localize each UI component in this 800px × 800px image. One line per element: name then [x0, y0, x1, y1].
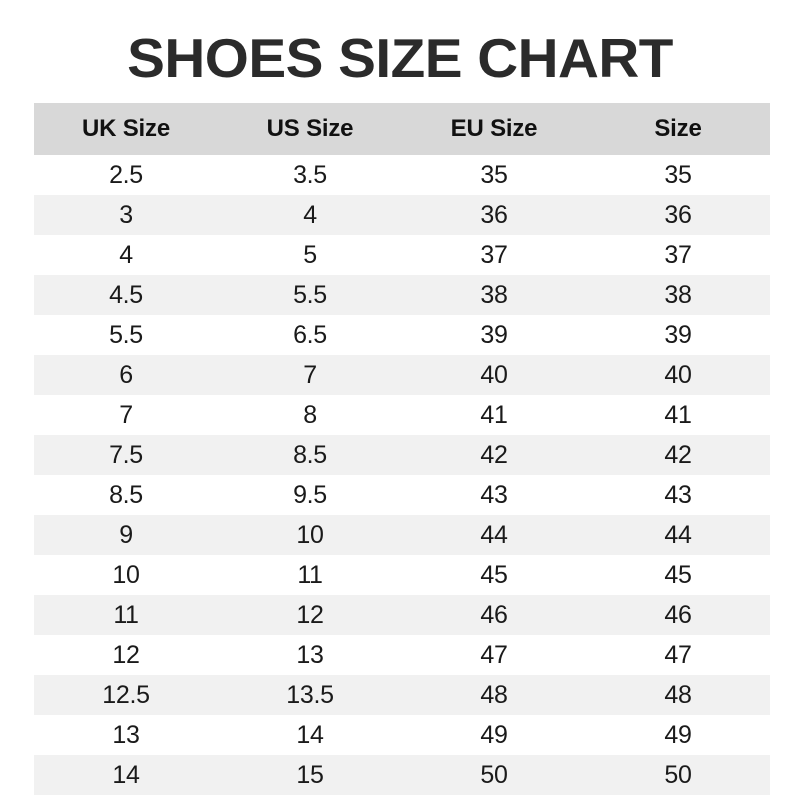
table-cell: 46 — [480, 600, 508, 629]
page-title: SHOES SIZE CHART — [127, 27, 673, 89]
table-row: 12.5 13.5 48 48 — [34, 675, 770, 715]
table-cell: 11 — [297, 560, 323, 589]
table-cell: 48 — [664, 680, 692, 709]
table-row: 12 13 47 47 — [34, 635, 770, 675]
table-cell: 43 — [664, 480, 692, 509]
table-cell: 44 — [480, 520, 508, 549]
table-cell: 10 — [296, 520, 324, 549]
table-cell: 9.5 — [293, 480, 327, 509]
table-cell: 15 — [296, 760, 324, 789]
table-cell: 7.5 — [109, 440, 143, 469]
table-cell: 47 — [480, 640, 508, 669]
table-cell: 35 — [480, 160, 508, 189]
table-cell: 3 — [119, 200, 133, 229]
table-cell: 13 — [296, 640, 324, 669]
table-cell: 50 — [480, 760, 508, 789]
table-cell: 42 — [480, 440, 508, 469]
table-cell: 39 — [480, 320, 508, 349]
table-body: 2.5 3.5 35 35 3 4 36 36 4 5 37 37 4.5 5.5 38 38 5.5 6.5 39… — [34, 155, 770, 795]
table-cell: 13.5 — [286, 680, 334, 709]
column-header-us-size: US Size — [266, 115, 354, 142]
table-row: 4 5 37 37 — [34, 235, 770, 275]
table-cell: 3.5 — [293, 160, 327, 189]
table-row: 8.5 9.5 43 43 — [34, 475, 770, 515]
table-cell: 41 — [480, 400, 508, 429]
table-cell: 4 — [303, 200, 317, 229]
table-cell: 48 — [480, 680, 508, 709]
table-cell: 41 — [664, 400, 692, 429]
table-cell: 46 — [664, 600, 692, 629]
table-row: 14 15 50 50 — [34, 755, 770, 795]
table-cell: 11 — [113, 600, 139, 629]
table-cell: 44 — [664, 520, 692, 549]
table-cell: 14 — [296, 720, 324, 749]
table-row: 7.5 8.5 42 42 — [34, 435, 770, 475]
column-header-uk-size: UK Size — [82, 115, 170, 142]
table-cell: 12 — [296, 600, 324, 629]
table-row: 3 4 36 36 — [34, 195, 770, 235]
table-cell: 7 — [303, 360, 317, 389]
table-cell: 39 — [664, 320, 692, 349]
table-cell: 4.5 — [109, 280, 143, 309]
table-cell: 38 — [480, 280, 508, 309]
size-chart-container: UK Size US Size EU Size Size 2.5 3.5 35 35 3… — [34, 103, 770, 795]
table-cell: 5.5 — [293, 280, 327, 309]
table-cell: 37 — [480, 240, 508, 269]
table-cell: 36 — [664, 200, 692, 229]
table-cell: 9 — [119, 520, 133, 549]
table-row: 10 11 45 45 — [34, 555, 770, 595]
table-cell: 12.5 — [102, 680, 150, 709]
table-row: 7 8 41 41 — [34, 395, 770, 435]
column-header-eu-size: EU Size — [450, 115, 538, 142]
table-cell: 12 — [112, 640, 140, 669]
table-cell: 4 — [119, 240, 133, 269]
table-row: 11 12 46 46 — [34, 595, 770, 635]
table-cell: 8.5 — [109, 480, 143, 509]
table-cell: 43 — [480, 480, 508, 509]
table-cell: 35 — [664, 160, 692, 189]
table-cell: 49 — [664, 720, 692, 749]
table-cell: 8.5 — [293, 440, 327, 469]
table-row: 6 7 40 40 — [34, 355, 770, 395]
table-cell: 5 — [303, 240, 317, 269]
table-row: 5.5 6.5 39 39 — [34, 315, 770, 355]
table-cell: 7 — [119, 400, 133, 429]
table-header-row: UK Size US Size EU Size Size — [34, 103, 770, 155]
table-cell: 6.5 — [293, 320, 327, 349]
table-cell: 2.5 — [109, 160, 143, 189]
table-cell: 8 — [303, 400, 317, 429]
table-cell: 13 — [112, 720, 140, 749]
table-row: 13 14 49 49 — [34, 715, 770, 755]
table-cell: 40 — [480, 360, 508, 389]
column-header-size: Size — [654, 115, 702, 142]
table-row: 9 10 44 44 — [34, 515, 770, 555]
table-header: UK Size US Size EU Size Size — [34, 103, 770, 155]
table-cell: 6 — [119, 360, 133, 389]
table-cell: 36 — [480, 200, 508, 229]
table-cell: 47 — [664, 640, 692, 669]
table-cell: 40 — [664, 360, 692, 389]
table-row: 2.5 3.5 35 35 — [34, 155, 770, 195]
table-cell: 14 — [112, 760, 140, 789]
table-cell: 49 — [480, 720, 508, 749]
table-cell: 45 — [664, 560, 692, 589]
table-cell: 42 — [664, 440, 692, 469]
size-chart-table: UK Size US Size EU Size Size 2.5 3.5 35 35 3… — [34, 103, 770, 795]
table-cell: 50 — [664, 760, 692, 789]
table-cell: 45 — [480, 560, 508, 589]
table-cell: 37 — [664, 240, 692, 269]
table-row: 4.5 5.5 38 38 — [34, 275, 770, 315]
table-cell: 38 — [664, 280, 692, 309]
table-cell: 10 — [112, 560, 140, 589]
table-cell: 5.5 — [109, 320, 143, 349]
